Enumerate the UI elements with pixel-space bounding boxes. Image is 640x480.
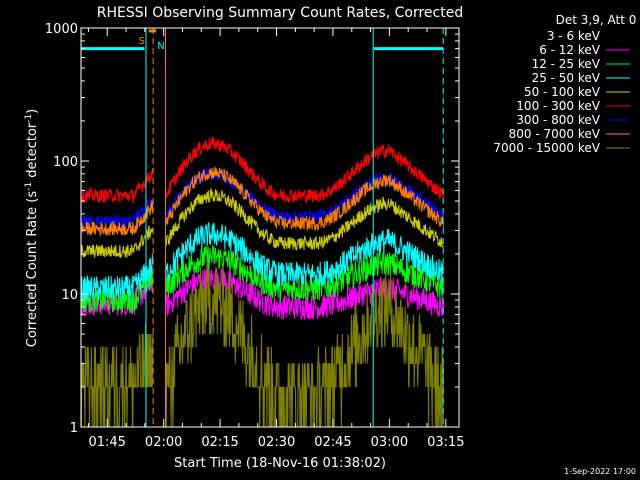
series-line-7 xyxy=(80,166,444,237)
legend-label-2: 12 - 25 keV xyxy=(532,57,601,71)
y-axis-label-sup1: -1 xyxy=(24,182,34,191)
series-layer xyxy=(80,136,444,428)
series-line-4 xyxy=(80,187,444,259)
chart-title: RHESSI Observing Summary Count Rates, Co… xyxy=(97,5,463,21)
marker-n-label: N xyxy=(157,41,164,52)
y-tick-label-3: 1000 xyxy=(45,22,78,37)
x-tick-label-1: 02:00 xyxy=(145,435,182,450)
y-axis-label-sup2: -1 xyxy=(24,114,34,123)
plot-frame xyxy=(80,27,460,428)
legend-label-7: 800 - 7000 keV xyxy=(509,127,601,141)
legend-label-5: 100 - 300 keV xyxy=(516,99,600,113)
y-axis-label: Corrected Count Rate (s-1 detector-1) xyxy=(24,109,40,347)
x-tick-label-2: 02:15 xyxy=(201,435,238,450)
series-line-3 xyxy=(80,221,444,302)
y-tick-label-2: 100 xyxy=(53,155,78,170)
legend-label-0: 3 - 6 keV xyxy=(547,29,601,43)
tick-layer: 01:45 02:00 02:15 02:30 02:45 03:00 03:15 1 10 10… xyxy=(45,22,465,450)
legend-label-3: 25 - 50 keV xyxy=(532,71,601,85)
series-line-5 xyxy=(80,136,444,205)
legend-label-8: 7000 - 15000 keV xyxy=(493,141,600,155)
y-tick-label-1: 10 xyxy=(61,288,78,303)
y-tick-label-0: 1 xyxy=(70,421,78,436)
series-line-2 xyxy=(80,244,444,313)
marker-s-label: S xyxy=(138,36,144,47)
legend-label-1: 6 - 12 keV xyxy=(539,43,601,57)
y-axis-label-mid: detector xyxy=(25,122,40,182)
x-tick-label-5: 03:00 xyxy=(371,435,408,450)
y-axis-label-end: ) xyxy=(25,109,40,114)
x-tick-label-3: 02:30 xyxy=(258,435,295,450)
x-axis-label: Start Time (18-Nov-16 01:38:02) xyxy=(174,456,386,471)
date-stamp: 1-Sep-2022 17:00 xyxy=(564,467,636,476)
y-axis-label-main: Corrected Count Rate (s xyxy=(25,191,40,348)
x-tick-label-6: 03:15 xyxy=(427,435,464,450)
legend-label-4: 50 - 100 keV xyxy=(524,85,601,99)
legend-label-6: 300 - 800 keV xyxy=(516,113,600,127)
legend-title: Det 3,9, Att 0 xyxy=(556,13,637,27)
x-tick-label-0: 01:45 xyxy=(88,435,125,450)
x-tick-label-4: 02:45 xyxy=(314,435,351,450)
